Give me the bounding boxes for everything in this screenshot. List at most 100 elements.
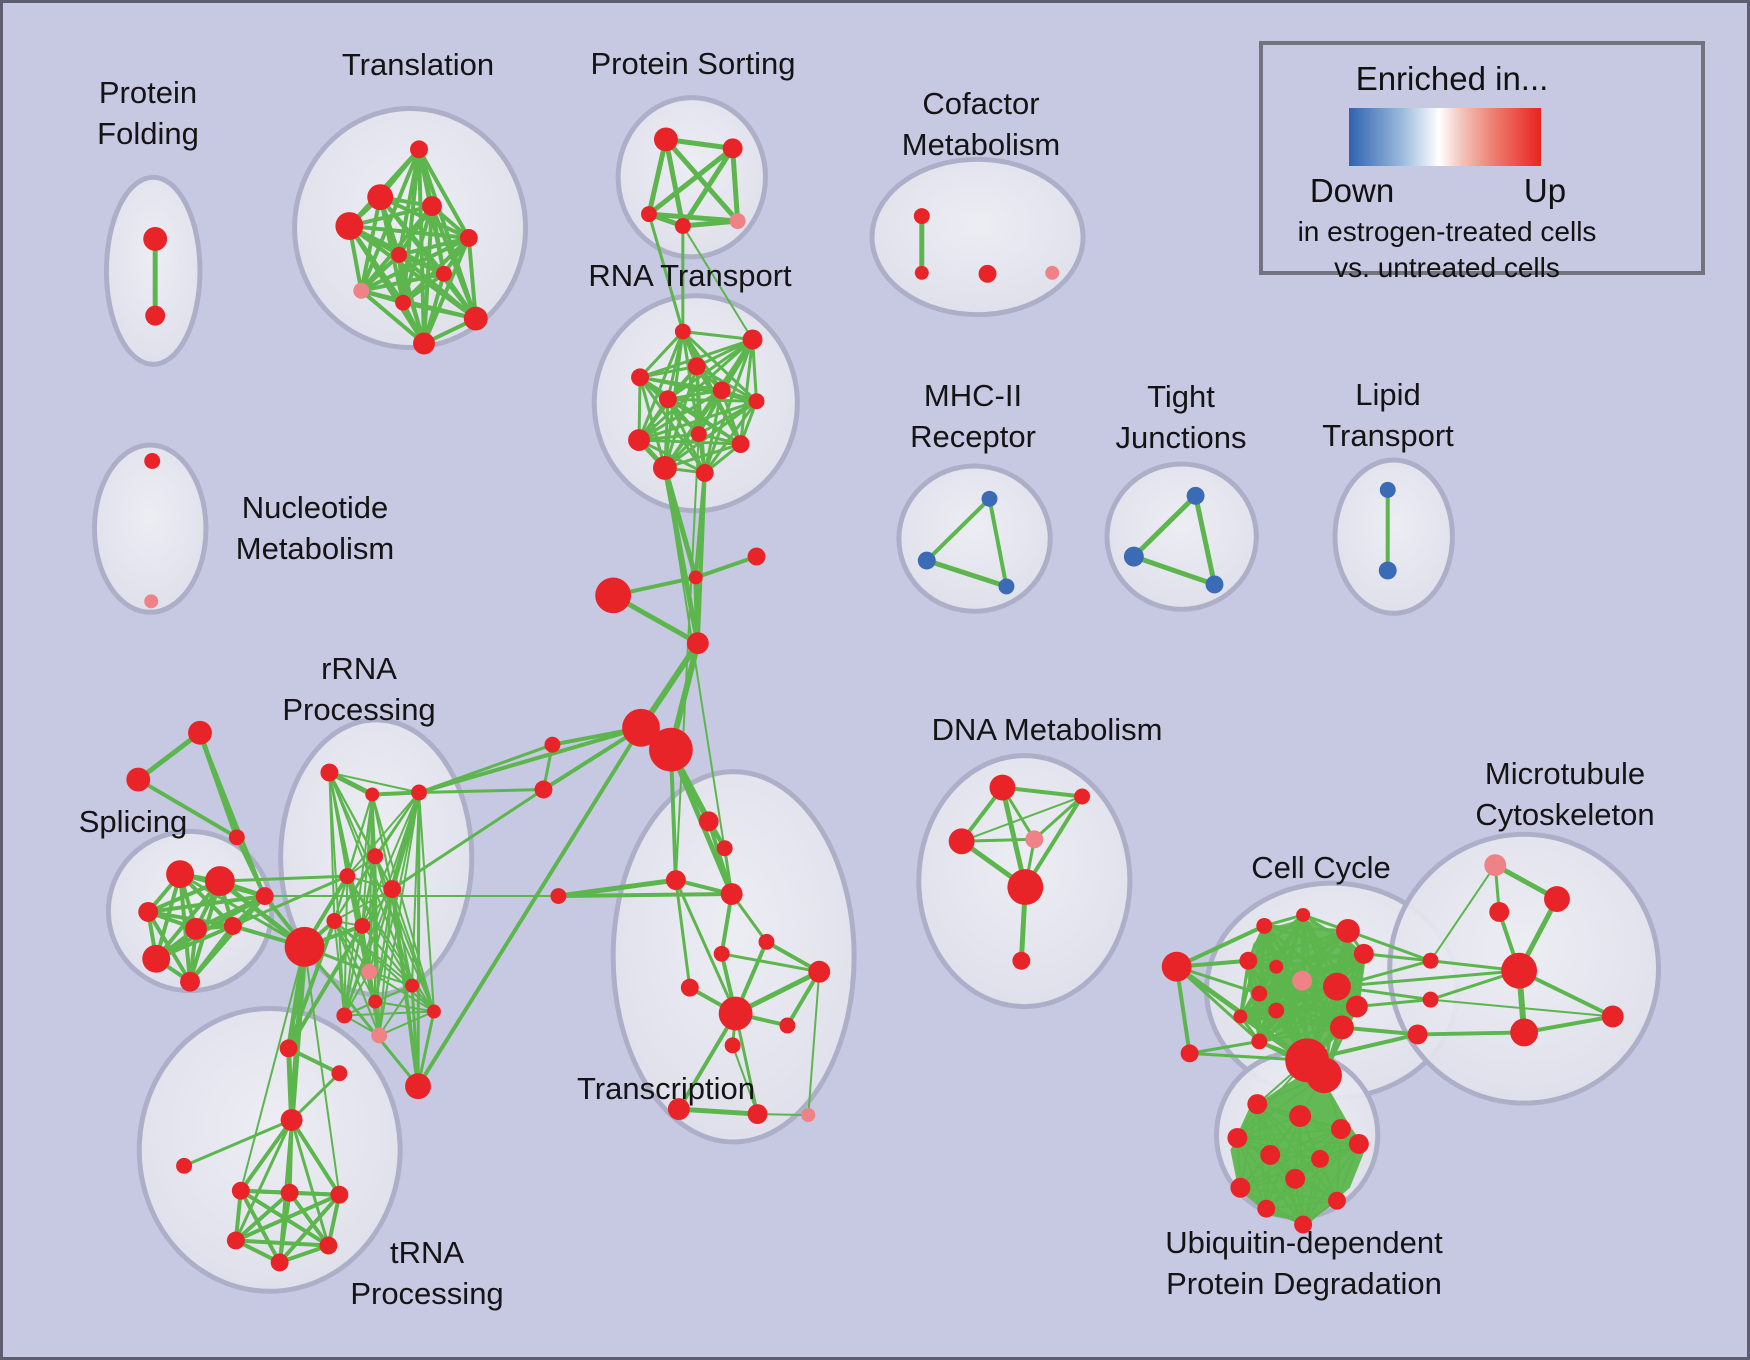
node [948,828,975,855]
edge [333,919,381,1037]
edge [730,145,741,224]
node [180,971,200,992]
edge [397,252,446,276]
edge [637,438,743,446]
edge [374,1000,435,1013]
edge [1302,1157,1322,1226]
edge [416,791,421,1088]
node [1327,1191,1346,1210]
node [914,265,929,280]
edge [390,887,421,1089]
edge [343,793,374,1017]
cluster-label-nucleotide-line1: Nucleotide [241,490,389,525]
node [405,978,420,993]
node [1161,951,1192,982]
cluster-ellipse-lipid-transport [1332,457,1455,616]
node [459,228,478,247]
node [371,1027,388,1044]
edge [290,1118,330,1247]
edge [233,1190,292,1243]
edge [1362,952,1433,963]
node [1378,561,1397,580]
cluster-label-cofactor-line2: Metabolism [901,127,1061,162]
edge [238,1118,294,1193]
edge [346,875,381,1037]
node [1489,902,1510,922]
node [1269,959,1284,974]
cluster-label-microtubule-line2: Cytoskeleton [1475,797,1655,832]
edge [374,855,414,987]
edge [676,1011,738,1112]
node [674,323,691,340]
node [1180,1044,1199,1063]
node [595,577,632,614]
edge [286,923,365,1051]
edge [751,338,759,403]
node [367,848,384,865]
edge [1335,1142,1360,1202]
edge [343,970,371,1017]
cluster-label-rrna-processing-line2: Processing [282,692,436,727]
edge [359,288,426,346]
node [1407,1024,1428,1045]
edge [1346,929,1433,963]
edge [674,878,692,990]
node [1251,985,1268,1002]
node [1025,830,1044,849]
edge [303,945,420,1088]
node [686,632,709,655]
edge [706,819,734,897]
edge [422,204,434,346]
node [534,780,553,799]
edge [646,145,736,217]
edge [371,793,435,1013]
edge [333,888,394,922]
edge [359,147,422,293]
node [729,213,746,229]
node [665,870,686,891]
node [680,978,699,997]
cluster-ellipse-cofactor [869,156,1086,318]
node [142,944,171,973]
node [718,996,753,1031]
edge [401,300,478,321]
edge [417,147,471,240]
edge [681,330,759,403]
cluster-label-protein-sorting: Protein Sorting [590,46,796,81]
node [722,138,743,159]
node [742,329,763,350]
node [1007,869,1044,906]
edge [807,970,821,1117]
node [405,1073,431,1100]
node [354,917,371,934]
edge [637,388,724,442]
node [1601,1005,1624,1028]
edge [646,136,669,217]
node [779,1017,796,1034]
node [422,196,442,217]
node [641,206,657,223]
edge [1188,1039,1261,1055]
edge [731,1044,759,1116]
node [330,1185,349,1204]
node [144,453,161,469]
node [138,902,159,922]
edge [674,433,700,882]
node [1330,1119,1351,1139]
edge [346,791,421,878]
edge [663,466,733,896]
edge [286,918,337,1051]
node [1501,952,1538,989]
node [1239,951,1258,970]
node [978,264,997,283]
node [808,960,831,983]
node [716,840,733,857]
cluster-label-lipid-transport-line2: Transport [1322,418,1454,453]
cluster-label-rrna-processing-line1: rRNA [321,651,397,686]
edge [239,945,306,1192]
edge [218,874,349,883]
edge [238,1188,282,1265]
node [367,184,394,211]
node [1296,907,1311,922]
node [339,868,356,885]
